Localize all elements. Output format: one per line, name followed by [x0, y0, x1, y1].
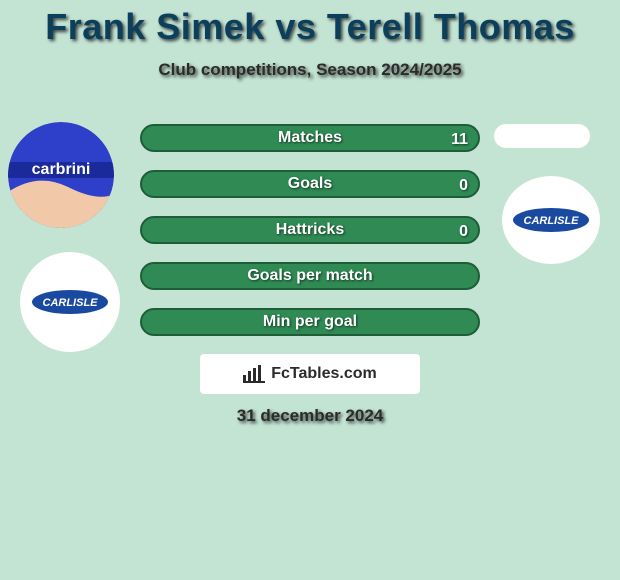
stat-label: Matches [278, 129, 342, 147]
subtitle: Club competitions, Season 2024/2025 [0, 60, 620, 80]
svg-text:CARLISLE: CARLISLE [524, 215, 580, 227]
stat-left-value [52, 172, 132, 200]
right-team-badge: CARLISLE [502, 176, 600, 264]
stat-left-value [52, 264, 132, 292]
stats-block: Matches 11 Goals 0 Hattricks 0 Goals per… [140, 124, 480, 354]
stat-right-value: 0 [459, 218, 468, 246]
page-title: Frank Simek vs Terell Thomas [0, 0, 620, 48]
fctables-text: FcTables.com [271, 365, 377, 383]
stat-label: Hattricks [276, 221, 344, 239]
stat-row-goals: Goals 0 [140, 170, 480, 198]
carlisle-logo-right: CARLISLE [511, 205, 591, 235]
date-line: 31 december 2024 [0, 406, 620, 426]
stat-right-value: 11 [451, 126, 468, 154]
stat-row-minpergoal: Min per goal [140, 308, 480, 336]
stat-left-value [52, 310, 132, 338]
stat-label: Min per goal [263, 313, 357, 331]
stat-left-value [52, 126, 132, 154]
fctables-attribution: FcTables.com [200, 354, 420, 394]
stat-row-hattricks: Hattricks 0 [140, 216, 480, 244]
stat-label: Goals [288, 175, 332, 193]
stat-row-matches: Matches 11 [140, 124, 480, 152]
stat-row-goalspermatch: Goals per match [140, 262, 480, 290]
barchart-icon [243, 365, 265, 383]
stat-label: Goals per match [247, 267, 372, 285]
right-player-photo-placeholder [494, 124, 590, 148]
comparison-card: Frank Simek vs Terell Thomas Club compet… [0, 0, 620, 580]
stat-left-value [52, 218, 132, 246]
svg-text:CARLISLE: CARLISLE [43, 297, 99, 309]
stat-right-value: 0 [459, 172, 468, 200]
